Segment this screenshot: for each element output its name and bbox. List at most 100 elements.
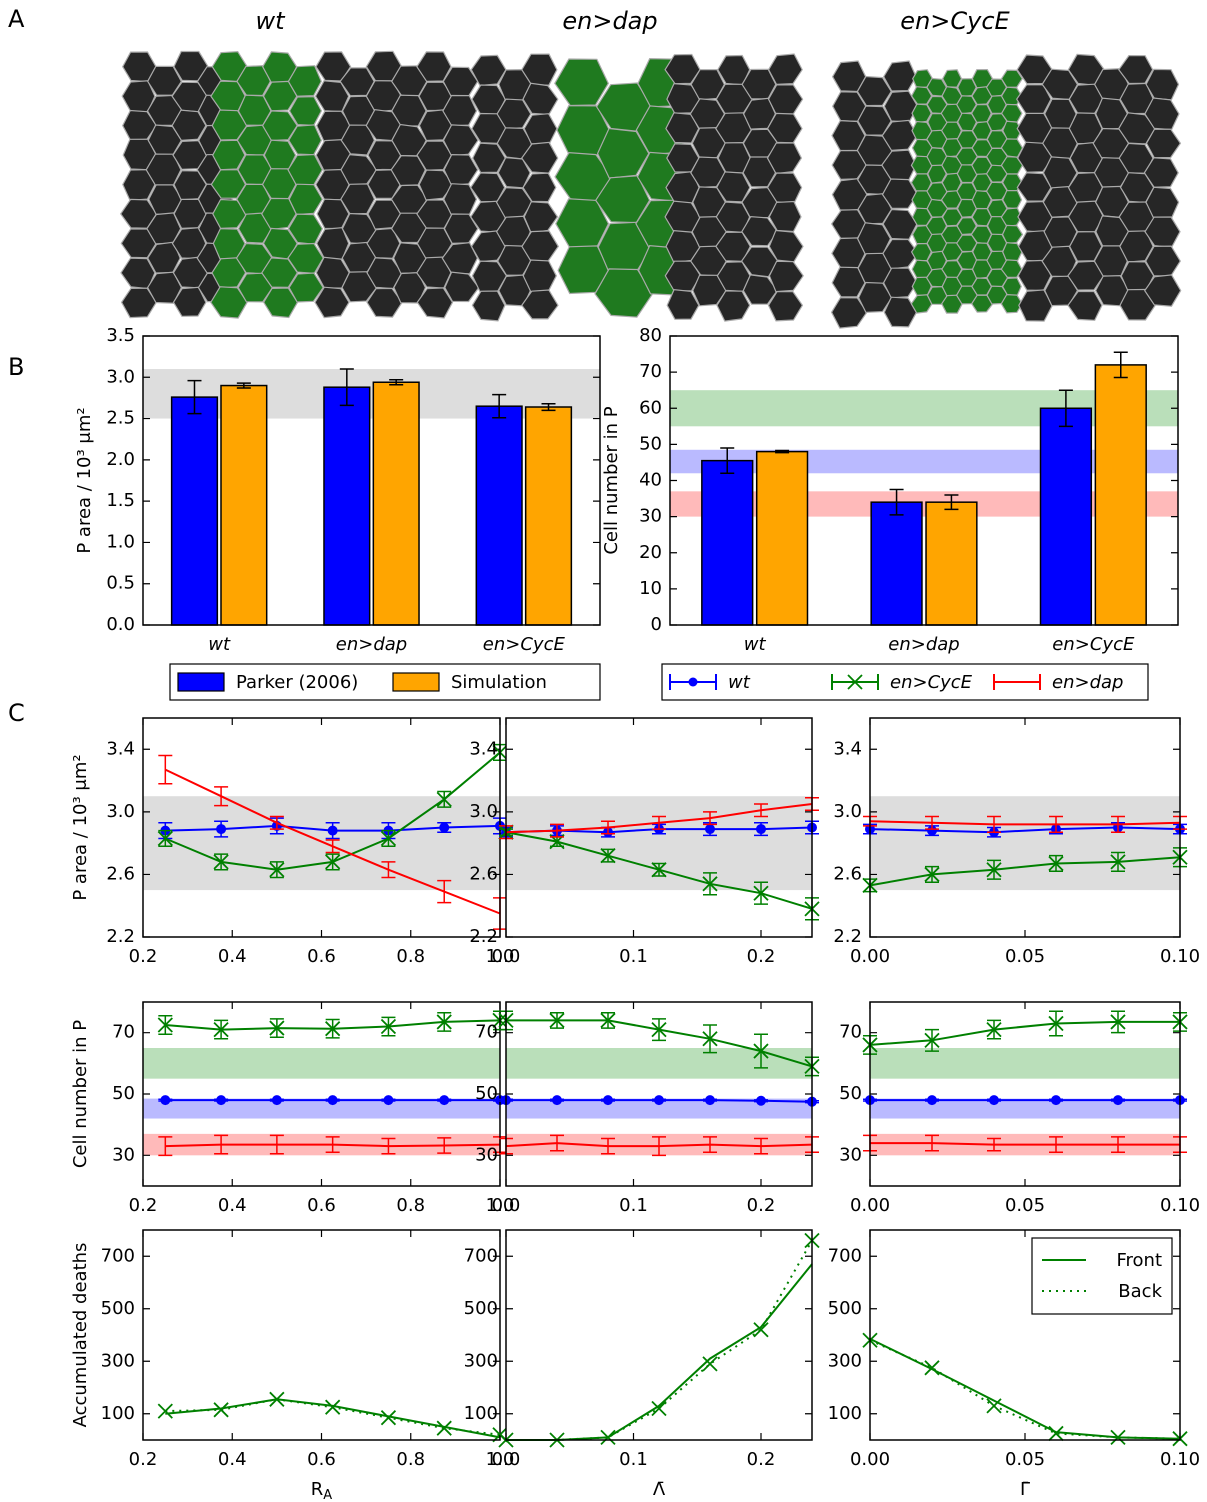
cell	[1145, 68, 1180, 101]
x-tick-label: 0.05	[1005, 1195, 1045, 1216]
x-tick-label: 0.6	[307, 946, 336, 967]
marker	[600, 848, 616, 864]
cell	[418, 169, 455, 201]
x-tick-label: 0.1	[619, 1449, 648, 1470]
marker	[651, 1400, 667, 1417]
cell	[1000, 293, 1023, 314]
error-bar	[437, 1137, 452, 1154]
legend-marker	[688, 677, 698, 687]
cell	[262, 287, 299, 319]
marker	[213, 1402, 229, 1418]
cell	[830, 296, 868, 329]
x-tick-label: 0.6	[307, 1195, 336, 1216]
cell	[856, 75, 893, 107]
x-axis-label-main: Λ̄	[653, 1479, 666, 1500]
cell	[767, 291, 804, 322]
error-bar	[158, 754, 173, 785]
y-axis-label: P area / 10³ μm²	[70, 754, 91, 900]
cell	[471, 290, 506, 322]
cell	[766, 142, 803, 175]
cell	[1143, 157, 1179, 188]
cell	[741, 215, 779, 247]
y-tick-label: 2.5	[106, 408, 135, 429]
tissue-title: en>CycE	[900, 7, 1010, 35]
series-line	[869, 1020, 1180, 1046]
legend-label: Front	[1116, 1250, 1162, 1271]
error-bar	[720, 447, 735, 475]
plot-frame	[669, 335, 1179, 626]
marker	[436, 1014, 452, 1030]
cell	[366, 257, 403, 290]
cell	[768, 260, 804, 293]
marker	[325, 1399, 341, 1415]
y-axis-label: Accumulated deaths	[70, 1243, 91, 1428]
cell	[666, 289, 700, 320]
x-tick-label: 0.00	[850, 946, 890, 967]
cell	[470, 54, 507, 87]
y-axis-label: Cell number in P	[70, 1020, 91, 1168]
band	[143, 796, 500, 891]
cell	[596, 127, 650, 179]
error-bar	[214, 1134, 229, 1155]
error-bar	[541, 402, 556, 412]
y-tick-label: 0.0	[106, 614, 135, 635]
marker	[986, 1398, 1002, 1414]
x-tick-label: 0.0	[492, 946, 521, 967]
legend-swatch	[177, 672, 225, 692]
y-tick-label: 50	[839, 1083, 862, 1104]
y-tick-label: 0.5	[106, 573, 135, 594]
bar	[372, 381, 420, 626]
error-bar	[987, 815, 1001, 833]
y-tick-label: 3.4	[469, 738, 498, 759]
error-bar	[381, 1137, 396, 1155]
y-tick-label: 3.0	[106, 801, 135, 822]
marker	[157, 830, 173, 847]
marker	[702, 1356, 718, 1372]
marker	[1113, 1095, 1123, 1106]
band	[670, 491, 1178, 517]
marker	[271, 1095, 282, 1106]
x-tick-label: 0.8	[396, 946, 425, 967]
cell	[740, 246, 779, 278]
x-tick-label: wt	[208, 634, 231, 655]
cell	[210, 286, 248, 319]
cell	[883, 296, 918, 328]
x-tick-label: 0.4	[218, 1195, 247, 1216]
marker	[1051, 1095, 1061, 1106]
y-tick-label: 100	[828, 1403, 862, 1424]
x-tick-label: 0.6	[307, 1449, 336, 1470]
marker	[1110, 1429, 1126, 1446]
marker	[924, 1032, 940, 1048]
cell	[1000, 69, 1024, 89]
error-bar	[269, 815, 284, 830]
marker	[705, 824, 715, 835]
marker	[753, 1322, 769, 1338]
y-tick-label: 3.5	[106, 325, 135, 346]
bar	[220, 384, 268, 626]
legend-label: Back	[1118, 1281, 1162, 1302]
y-tick-label: 300	[101, 1350, 135, 1371]
band	[143, 1098, 500, 1119]
cell	[340, 183, 376, 215]
cell	[742, 274, 779, 305]
marker	[1048, 1425, 1064, 1442]
y-tick-label: 1.0	[106, 531, 135, 552]
plot-frame	[505, 1229, 813, 1441]
cell	[1067, 290, 1103, 321]
marker	[600, 1429, 616, 1446]
marker	[705, 1095, 715, 1106]
series-line	[869, 826, 1181, 834]
bar	[870, 501, 923, 626]
x-tick-label: 0.2	[747, 1449, 776, 1470]
error-bar	[389, 379, 404, 386]
series-line	[870, 1142, 1180, 1146]
y-tick-label: 3.0	[469, 801, 498, 822]
legend-marker	[847, 674, 863, 690]
cell	[261, 197, 297, 231]
y-tick-label: 2.6	[106, 863, 135, 884]
marker	[1048, 855, 1064, 872]
marker	[753, 1043, 769, 1059]
y-tick-label: 10	[639, 578, 662, 599]
cell	[1145, 186, 1180, 219]
